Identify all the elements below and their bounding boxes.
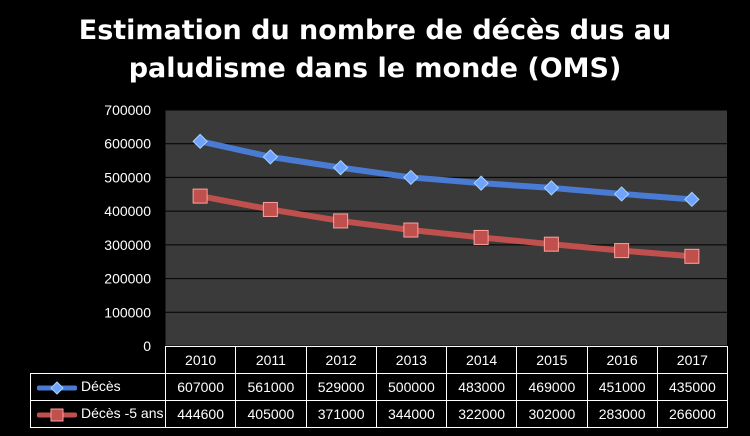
x-category-label: 2013	[375, 346, 448, 374]
data-label: 266000	[656, 400, 729, 428]
data-point	[332, 159, 349, 176]
data-point	[613, 186, 630, 202]
data-label: 435000	[656, 373, 729, 401]
data-label: 483000	[445, 373, 518, 401]
series-line	[197, 193, 695, 260]
y-tick-label: 600000	[104, 136, 151, 152]
data-table-row: Décès 607000 561000 529000 500000 483000 46900…	[30, 373, 729, 401]
data-label: 344000	[375, 400, 448, 428]
data-table: 2010 2011 2012 2013 2014 2015 2016 2017 Décès 60…	[30, 346, 729, 428]
legend-entry: Décès	[30, 373, 166, 401]
data-point	[684, 191, 700, 208]
data-point	[403, 169, 419, 186]
x-category-label: 2010	[164, 346, 237, 374]
data-point	[614, 243, 630, 259]
series-1	[192, 133, 700, 208]
data-point	[192, 133, 208, 150]
data-table-row: Décès -5 ans 444600 405000 371000 344000 3220…	[30, 400, 729, 428]
data-label: 302000	[516, 400, 588, 428]
series-lines	[192, 133, 700, 264]
legend-label: Décès	[81, 378, 121, 395]
y-tick-label: 0	[143, 338, 151, 354]
data-point	[333, 213, 349, 229]
y-tick-label: 300000	[104, 237, 151, 253]
data-label: 322000	[445, 400, 518, 428]
data-point	[473, 175, 489, 191]
y-tick-label: 100000	[104, 304, 151, 320]
legend-entry: Décès -5 ans	[30, 400, 166, 428]
data-label: 561000	[235, 373, 307, 401]
y-axis-tick-labels: 0 100000 200000 300000 400000 500000 600000 700…	[104, 102, 151, 354]
x-category-label: 2016	[586, 346, 658, 374]
data-label: 444600	[164, 400, 237, 428]
data-point	[543, 236, 559, 252]
chart-title-line-2: paludisme dans le monde (OMS)	[128, 53, 622, 84]
data-point	[473, 229, 489, 245]
data-point	[684, 248, 700, 264]
y-tick-label: 200000	[104, 271, 151, 287]
data-point	[543, 180, 560, 196]
y-tick-label: 400000	[104, 203, 151, 219]
y-tick-label: 700000	[104, 102, 151, 118]
series-2	[192, 188, 700, 264]
data-table-corner	[30, 346, 166, 374]
legend-marker	[37, 380, 77, 395]
data-point	[403, 222, 419, 238]
x-category-label: 2017	[656, 346, 729, 374]
data-label: 283000	[586, 400, 658, 428]
data-point	[192, 188, 208, 204]
plot-area	[165, 110, 727, 346]
data-label: 529000	[305, 373, 377, 401]
x-category-label: 2012	[305, 346, 377, 374]
series-line	[197, 138, 695, 203]
chart-title: Estimation du nombre de décès dus au pal…	[0, 12, 750, 88]
data-table-header-row: 2010 2011 2012 2013 2014 2015 2016 2017	[30, 346, 729, 374]
x-category-label: 2011	[235, 346, 307, 374]
data-point	[262, 201, 278, 217]
data-point	[262, 149, 279, 165]
data-label: 405000	[235, 400, 307, 428]
data-label: 500000	[375, 373, 448, 401]
y-tick-label: 500000	[104, 169, 151, 185]
data-point	[50, 380, 64, 395]
x-category-label: 2014	[445, 346, 518, 374]
data-point	[50, 408, 64, 422]
data-label: 451000	[586, 373, 658, 401]
data-label: 607000	[164, 373, 237, 401]
x-category-label: 2015	[516, 346, 588, 374]
chart-title-line-1: Estimation du nombre de décès dus au	[78, 15, 672, 46]
legend-label: Décès -5 ans	[81, 405, 164, 422]
legend-marker	[37, 408, 77, 422]
data-label: 371000	[305, 400, 377, 428]
data-label: 469000	[516, 373, 588, 401]
